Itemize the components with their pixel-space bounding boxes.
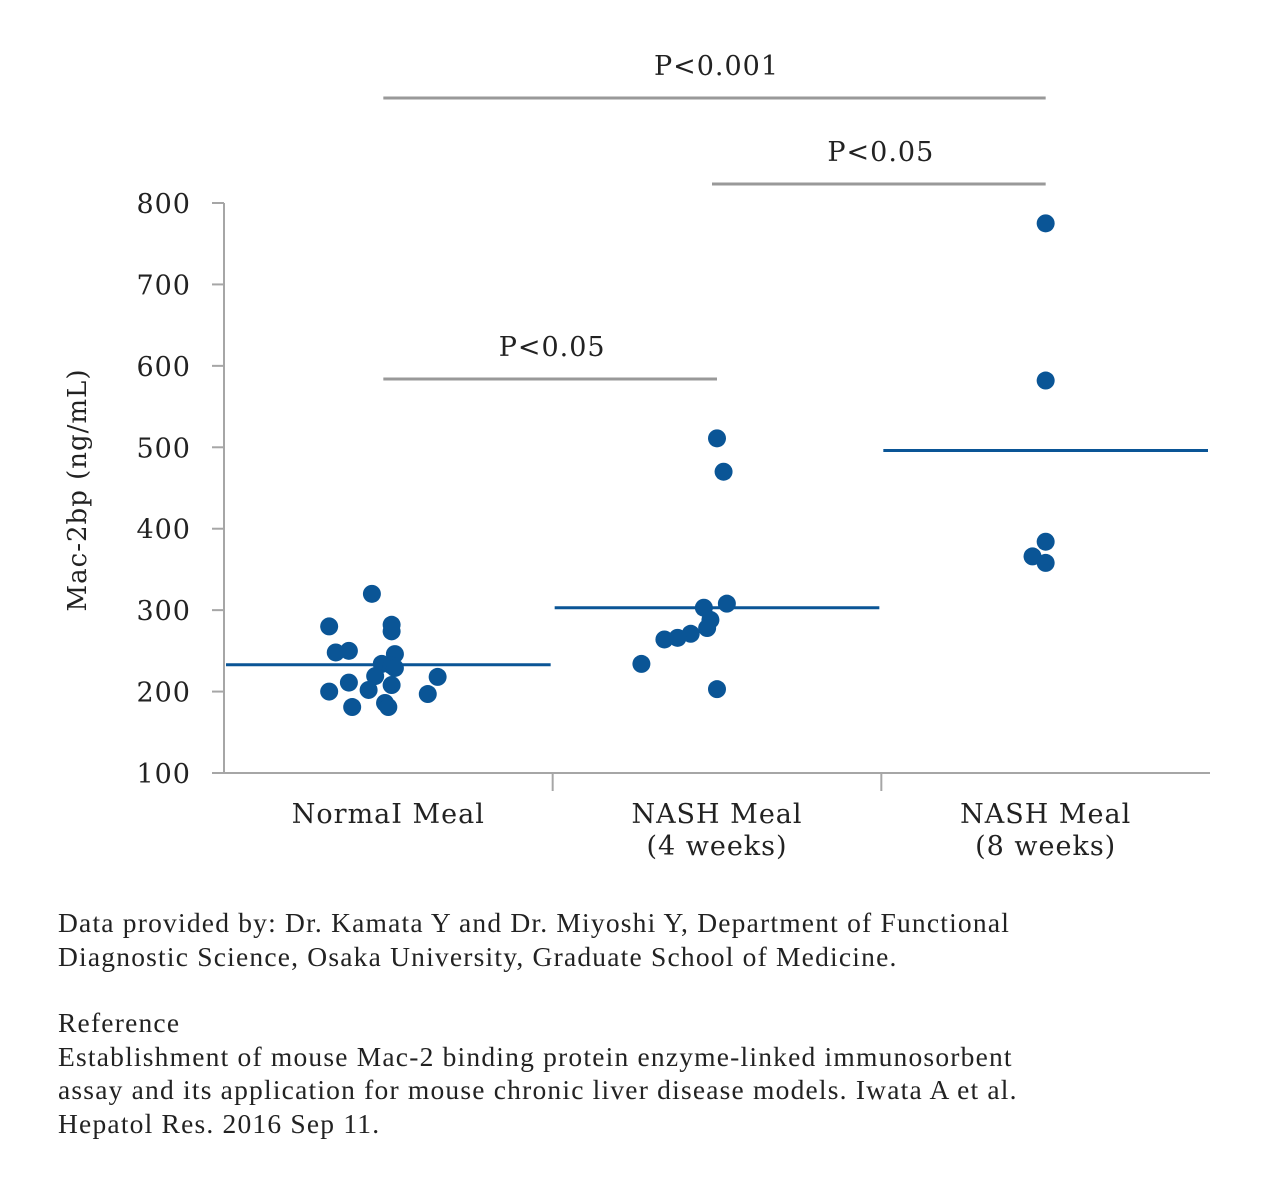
- scatter-chart: 100 200 300 400 500 600 700 800 NormaI Meal NASH …: [63, 51, 1210, 862]
- data-point: [708, 429, 726, 448]
- y-tick-label: 300: [136, 596, 191, 627]
- y-tick-label: 800: [136, 189, 191, 220]
- x-tick-label: (8 weeks): [975, 831, 1116, 862]
- reference-text: Hepatol Res. 2016 Sep 11.: [58, 1107, 381, 1139]
- data-point: [1036, 553, 1055, 572]
- data-point: [418, 685, 437, 704]
- data-point: [362, 584, 381, 603]
- data-point: [1036, 371, 1055, 390]
- y-tick-label: 400: [136, 515, 191, 546]
- y-tick-label: 500: [136, 433, 191, 464]
- y-tick-label: 700: [136, 270, 191, 301]
- data-point: [632, 654, 651, 673]
- reference-text: Establishment of mouse Mac-2 binding pro…: [58, 1040, 1013, 1072]
- y-tick-label: 200: [136, 678, 191, 709]
- credit-line: Diagnostic Science, Osaka University, Gr…: [58, 940, 898, 972]
- data-point: [698, 619, 717, 638]
- x-tick-label: NASH Meal: [631, 799, 802, 830]
- y-tick-label: 600: [136, 352, 191, 383]
- data-point: [1036, 214, 1055, 233]
- mean-lines: [226, 449, 1208, 667]
- data-point: [1036, 532, 1055, 551]
- data-point: [382, 676, 401, 695]
- data-point: [655, 630, 674, 649]
- reference-heading: Reference: [58, 1007, 181, 1038]
- data-point: [343, 698, 362, 717]
- data-point: [339, 673, 358, 692]
- y-tick-label: 100: [136, 759, 191, 790]
- axes: 100 200 300 400 500 600 700 800 NormaI Meal NASH …: [136, 189, 1210, 862]
- data-point: [382, 622, 401, 641]
- data-point: [379, 698, 398, 717]
- data-point: [326, 643, 345, 662]
- x-tick-label: NormaI Meal: [292, 799, 485, 830]
- significance-brackets: P<0.001 P<0.05 P<0.05: [383, 51, 1046, 381]
- data-point: [668, 628, 687, 647]
- data-point: [385, 658, 404, 677]
- notes: Data provided by: Dr. Kamata Y and Dr. M…: [58, 906, 1238, 1140]
- x-tick-label: (4 weeks): [646, 831, 787, 862]
- data-point: [359, 680, 378, 699]
- data-point: [708, 680, 726, 699]
- data-point: [428, 667, 447, 686]
- data-point: [320, 682, 339, 701]
- credit-line: Data provided by: Dr. Kamata Y and Dr. M…: [58, 907, 1011, 938]
- data-point: [320, 617, 339, 636]
- significance-label: P<0.05: [499, 332, 606, 363]
- data-point: [714, 462, 733, 481]
- data-point: [366, 667, 385, 686]
- y-axis-label: Mac-2bp (ng/mL): [63, 369, 93, 612]
- significance-label: P<0.001: [654, 51, 779, 82]
- data-point: [717, 594, 736, 613]
- data-point: [339, 641, 358, 660]
- reference-text: assay and its application for mouse chro…: [58, 1074, 1018, 1105]
- x-tick-label: NASH Meal: [960, 799, 1131, 830]
- significance-label: P<0.05: [827, 137, 934, 168]
- data-points: [320, 214, 1055, 717]
